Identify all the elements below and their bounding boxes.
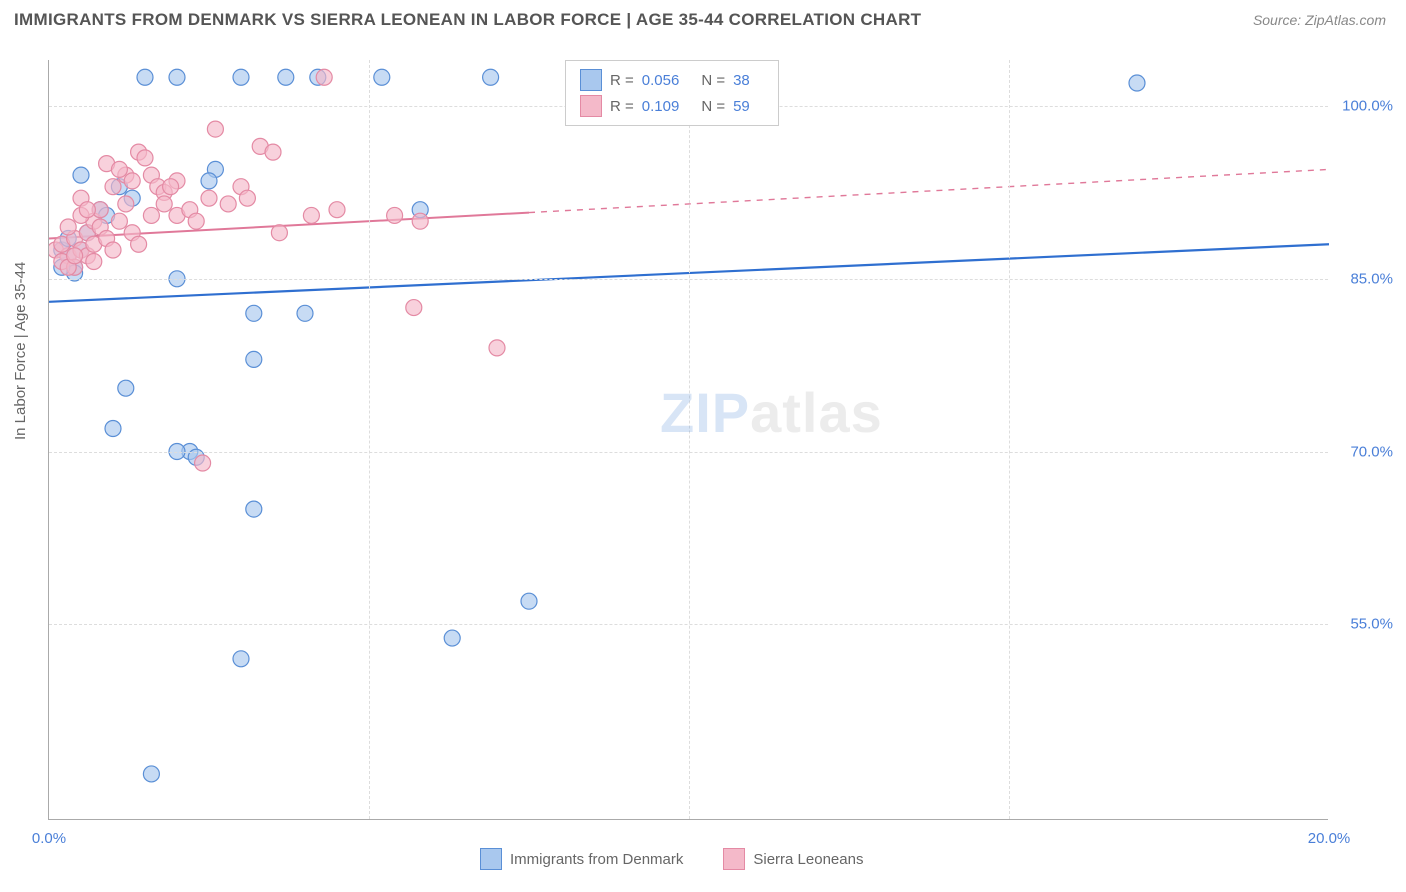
source-attribution: Source: ZipAtlas.com — [1253, 12, 1386, 28]
data-point — [188, 213, 204, 229]
correlation-row-denmark: R = 0.056 N = 38 — [580, 67, 764, 93]
correlation-row-sierra: R = 0.109 N = 59 — [580, 93, 764, 119]
n-value-sierra: 59 — [733, 98, 750, 115]
swatch-denmark — [580, 69, 602, 91]
data-point — [278, 69, 294, 85]
data-point — [201, 173, 217, 189]
data-point — [233, 69, 249, 85]
data-point — [118, 196, 134, 212]
y-axis-label: In Labor Force | Age 35-44 — [12, 262, 29, 440]
trendline-dashed — [529, 169, 1329, 212]
gridline-v — [369, 60, 370, 819]
data-point — [387, 207, 403, 223]
data-point — [246, 501, 262, 517]
data-point — [303, 207, 319, 223]
data-point — [265, 144, 281, 160]
y-tick-label: 55.0% — [1350, 616, 1393, 633]
r-label: R = — [610, 72, 634, 89]
data-point — [246, 305, 262, 321]
r-value-sierra: 0.109 — [642, 98, 680, 115]
y-tick-label: 70.0% — [1350, 443, 1393, 460]
gridline-v — [689, 60, 690, 819]
data-point — [374, 69, 390, 85]
gridline-v — [1009, 60, 1010, 819]
legend-label-sierra: Sierra Leoneans — [753, 851, 863, 868]
y-tick-label: 85.0% — [1350, 270, 1393, 287]
r-value-denmark: 0.056 — [642, 72, 680, 89]
swatch-sierra — [723, 848, 745, 870]
data-point — [60, 219, 76, 235]
swatch-denmark — [480, 848, 502, 870]
data-point — [105, 420, 121, 436]
n-value-denmark: 38 — [733, 72, 750, 89]
data-point — [233, 651, 249, 667]
legend-item-denmark: Immigrants from Denmark — [480, 848, 683, 870]
data-point — [143, 207, 159, 223]
x-tick-label: 0.0% — [32, 830, 66, 847]
swatch-sierra — [580, 95, 602, 117]
data-point — [1129, 75, 1145, 91]
data-point — [444, 630, 460, 646]
data-point — [79, 202, 95, 218]
n-label: N = — [701, 98, 725, 115]
data-point — [124, 173, 140, 189]
data-point — [489, 340, 505, 356]
data-point — [137, 150, 153, 166]
data-point — [131, 236, 147, 252]
correlation-legend: R = 0.056 N = 38 R = 0.109 N = 59 — [565, 60, 779, 126]
data-point — [412, 213, 428, 229]
data-point — [111, 161, 127, 177]
data-point — [406, 300, 422, 316]
n-label: N = — [701, 72, 725, 89]
series-legend: Immigrants from Denmark Sierra Leoneans — [480, 848, 863, 870]
data-point — [207, 121, 223, 137]
legend-item-sierra: Sierra Leoneans — [723, 848, 863, 870]
data-point — [220, 196, 236, 212]
x-tick-label: 20.0% — [1308, 830, 1351, 847]
data-point — [195, 455, 211, 471]
data-point — [239, 190, 255, 206]
data-point — [105, 242, 121, 258]
data-point — [118, 380, 134, 396]
data-point — [86, 254, 102, 270]
r-label: R = — [610, 98, 634, 115]
data-point — [105, 179, 121, 195]
data-point — [316, 69, 332, 85]
y-tick-label: 100.0% — [1342, 98, 1393, 115]
data-point — [169, 69, 185, 85]
data-point — [156, 196, 172, 212]
data-point — [143, 766, 159, 782]
data-point — [73, 167, 89, 183]
legend-label-denmark: Immigrants from Denmark — [510, 851, 683, 868]
data-point — [271, 225, 287, 241]
chart-title: IMMIGRANTS FROM DENMARK VS SIERRA LEONEA… — [14, 10, 921, 30]
plot-area: 55.0%70.0%85.0%100.0%0.0%20.0% — [48, 60, 1328, 820]
data-point — [137, 69, 153, 85]
data-point — [67, 248, 83, 264]
data-point — [483, 69, 499, 85]
chart-container: IMMIGRANTS FROM DENMARK VS SIERRA LEONEA… — [0, 0, 1406, 892]
data-point — [329, 202, 345, 218]
data-point — [297, 305, 313, 321]
data-point — [163, 179, 179, 195]
data-point — [201, 190, 217, 206]
data-point — [246, 351, 262, 367]
data-point — [521, 593, 537, 609]
data-point — [111, 213, 127, 229]
